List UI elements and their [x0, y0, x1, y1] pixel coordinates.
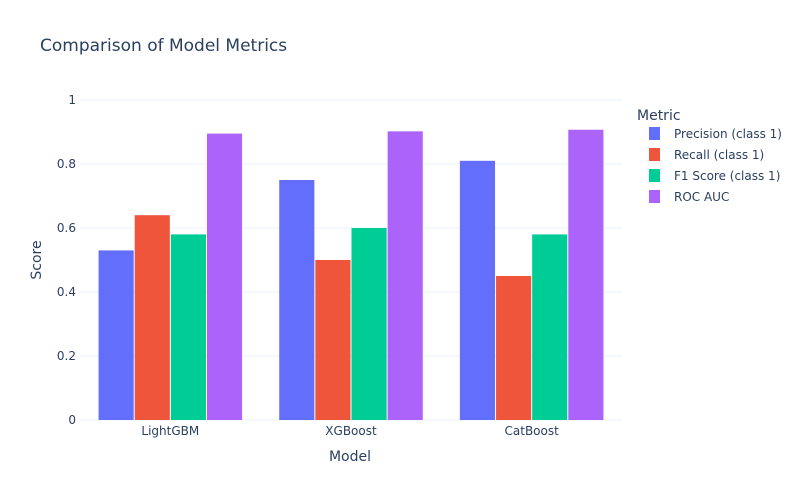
x-axis-ticks: LightGBM XGBoost CatBoost: [141, 424, 559, 438]
y-tick-label: 0.4: [57, 285, 76, 299]
legend-item[interactable]: ROC AUC: [649, 190, 729, 204]
y-axis-ticks: 0 0.2 0.4 0.6 0.8 1: [57, 93, 76, 427]
legend-swatch: [649, 148, 660, 161]
bar[interactable]: [387, 131, 423, 421]
bar[interactable]: [98, 250, 134, 420]
y-axis-title: Score: [29, 240, 45, 279]
y-tick-label: 0.6: [57, 221, 76, 235]
legend-swatch: [649, 190, 660, 203]
x-tick-label: CatBoost: [505, 424, 560, 438]
bar[interactable]: [134, 215, 170, 420]
legend-swatch: [649, 127, 660, 140]
bars: [98, 129, 604, 421]
gridlines: [80, 99, 622, 421]
bar[interactable]: [496, 276, 532, 420]
y-tick-label: 1: [68, 93, 76, 107]
legend-swatch: [649, 169, 660, 182]
bar[interactable]: [459, 160, 496, 421]
legend-label: F1 Score (class 1): [674, 169, 780, 183]
y-tick-label: 0.8: [57, 157, 76, 171]
bar[interactable]: [315, 260, 351, 420]
legend-item[interactable]: Precision (class 1): [649, 127, 782, 141]
y-tick-label: 0.2: [57, 349, 76, 363]
bar[interactable]: [568, 129, 604, 420]
bar[interactable]: [279, 180, 315, 420]
legend[interactable]: Metric Precision (class 1) Recall (class …: [637, 108, 782, 204]
bar[interactable]: [206, 133, 243, 420]
legend-title: Metric: [637, 108, 681, 124]
chart-title: Comparison of Model Metrics: [40, 36, 287, 56]
x-tick-label: XGBoost: [325, 424, 377, 438]
x-axis-title: Model: [329, 449, 371, 465]
y-tick-label: 0: [68, 413, 76, 427]
legend-item[interactable]: Recall (class 1): [649, 148, 764, 162]
bar[interactable]: [170, 234, 206, 420]
legend-label: ROC AUC: [674, 190, 729, 204]
legend-label: Precision (class 1): [674, 127, 782, 141]
legend-item[interactable]: F1 Score (class 1): [649, 169, 780, 183]
bar[interactable]: [351, 228, 387, 420]
legend-label: Recall (class 1): [674, 148, 764, 162]
bar[interactable]: [532, 234, 568, 420]
x-tick-label: LightGBM: [141, 424, 199, 438]
